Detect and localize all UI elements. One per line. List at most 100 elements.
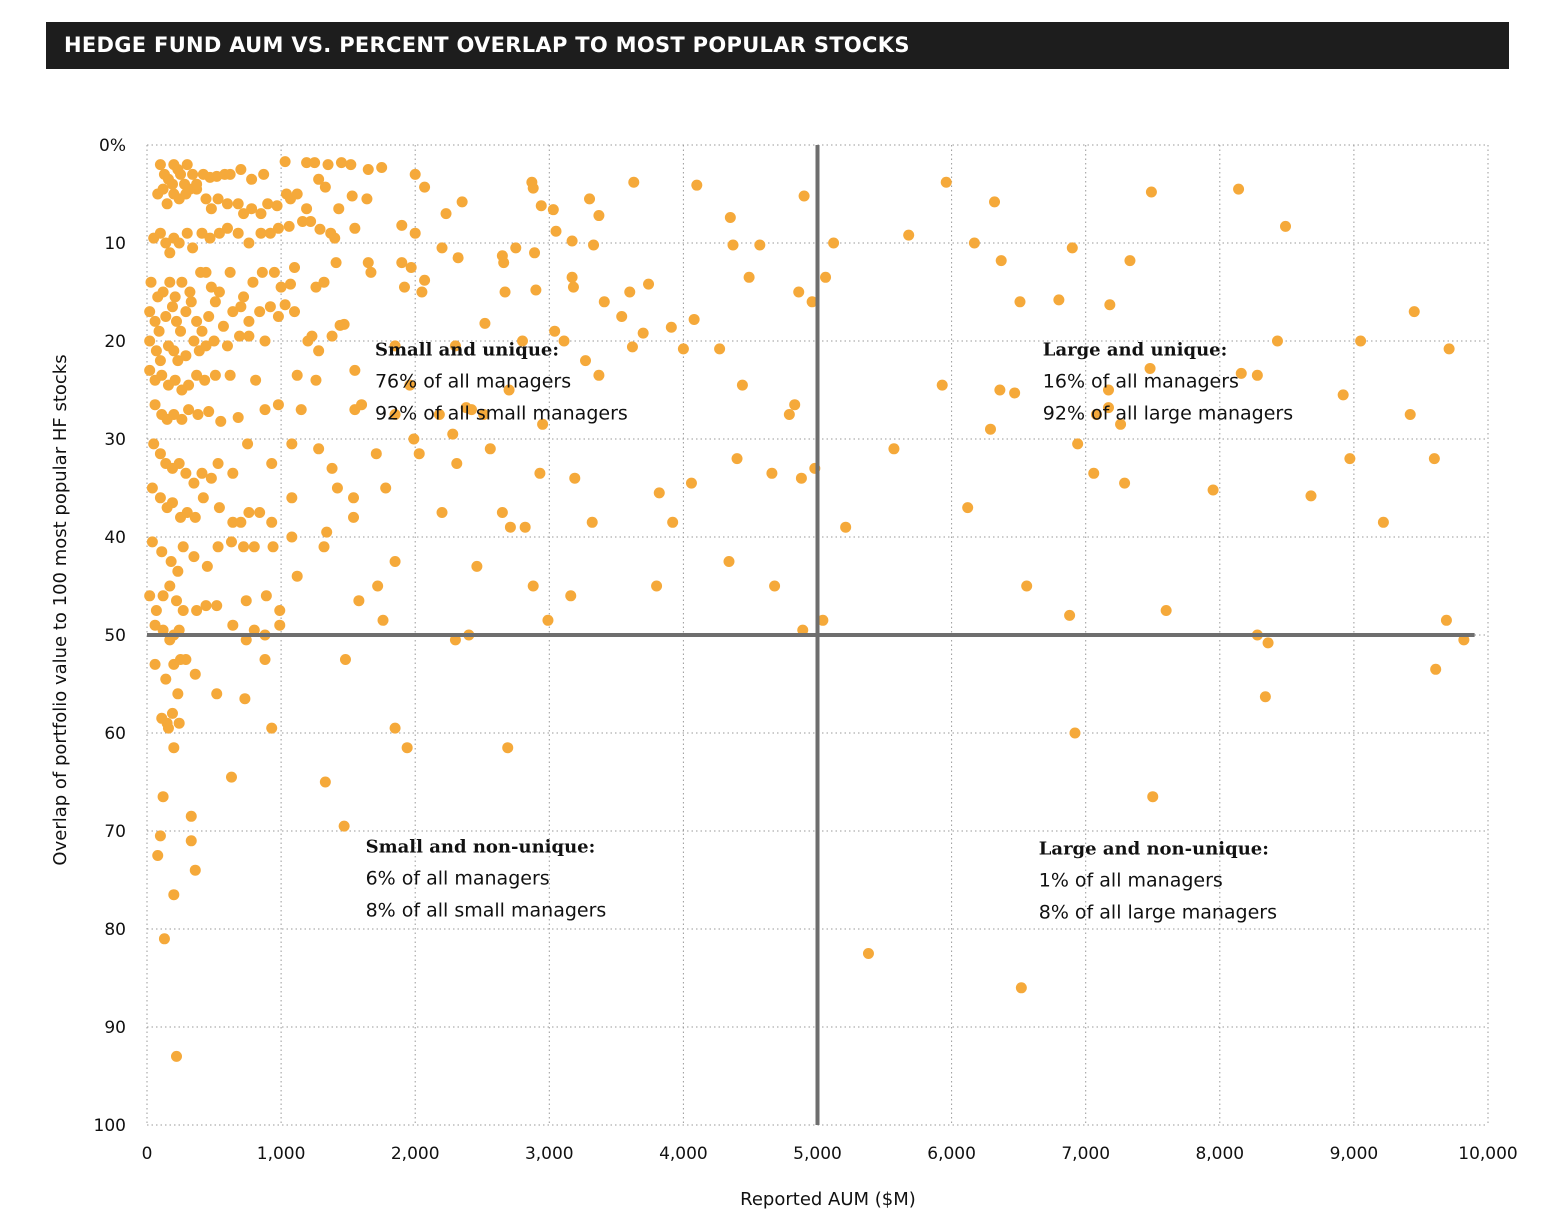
data-point	[157, 791, 169, 803]
data-point	[389, 409, 401, 420]
data-point	[1440, 614, 1452, 626]
data-point	[484, 443, 496, 455]
data-point	[1144, 362, 1156, 374]
data-point	[286, 531, 298, 543]
annotation-large-nonunique-line: 8% of all large managers	[1039, 902, 1277, 924]
data-point	[319, 776, 331, 788]
data-point	[154, 355, 166, 367]
data-point	[331, 482, 343, 494]
data-point	[1280, 220, 1292, 232]
data-point	[243, 507, 255, 518]
data-point	[272, 399, 284, 411]
data-point	[289, 306, 301, 318]
data-point	[1102, 402, 1114, 414]
data-point	[984, 423, 996, 435]
data-point	[516, 335, 528, 347]
data-point	[301, 157, 313, 169]
data-point	[180, 654, 192, 665]
data-point	[723, 556, 735, 567]
data-point	[177, 541, 189, 553]
annotation-large-nonunique-heading: Large and non-unique:	[1039, 839, 1269, 860]
data-point	[389, 556, 401, 567]
data-point	[149, 658, 161, 670]
data-point	[301, 203, 313, 215]
data-point	[1305, 490, 1317, 502]
data-point	[527, 182, 539, 194]
data-point	[154, 227, 166, 239]
data-point	[172, 355, 184, 367]
data-point	[447, 428, 459, 440]
data-point	[183, 404, 195, 416]
data-point	[171, 1050, 183, 1062]
data-point	[346, 190, 358, 202]
data-point	[189, 864, 201, 876]
annotation-large-unique-line: 16% of all managers	[1043, 371, 1239, 393]
data-point	[205, 472, 217, 484]
data-point	[200, 600, 212, 612]
data-point	[349, 222, 361, 234]
data-point	[266, 458, 278, 469]
data-point	[272, 311, 284, 322]
data-point	[326, 462, 338, 474]
data-point	[212, 541, 224, 553]
data-point	[504, 521, 516, 533]
data-point	[736, 379, 748, 391]
data-point	[185, 810, 197, 822]
data-point	[968, 237, 980, 249]
data-point	[279, 299, 291, 311]
data-point	[566, 235, 578, 247]
data-point	[211, 688, 223, 700]
data-point	[496, 507, 508, 518]
data-point	[224, 266, 236, 278]
data-point	[162, 722, 174, 734]
data-point	[840, 521, 852, 533]
data-point	[547, 204, 559, 216]
data-point	[203, 311, 215, 322]
data-point	[460, 402, 472, 414]
data-point	[389, 340, 401, 352]
data-point	[264, 227, 276, 239]
data-point	[146, 536, 158, 548]
data-point	[365, 266, 377, 278]
data-point	[530, 284, 542, 296]
data-point	[1160, 605, 1172, 616]
data-point	[499, 286, 511, 298]
data-point	[376, 162, 388, 174]
data-point	[584, 193, 596, 205]
data-point	[409, 227, 421, 239]
data-point	[154, 448, 166, 460]
data-point	[558, 335, 570, 347]
data-point	[498, 257, 510, 269]
annotation-large-unique-line: 92% of all large managers	[1043, 403, 1293, 425]
data-point	[419, 274, 431, 286]
data-point	[242, 438, 254, 450]
data-point	[150, 605, 162, 616]
data-point	[535, 200, 547, 212]
data-point	[196, 467, 208, 479]
data-point	[550, 225, 562, 237]
data-point	[168, 345, 180, 357]
data-point	[240, 595, 252, 607]
data-point	[227, 516, 239, 528]
data-point	[213, 286, 225, 298]
data-point	[401, 742, 413, 754]
data-point	[349, 364, 361, 376]
data-point	[161, 198, 173, 210]
data-point	[1053, 294, 1065, 306]
x-tick-label: 7,000	[1061, 1144, 1110, 1164]
x-tick-label: 4,000	[659, 1144, 708, 1164]
data-point	[275, 281, 287, 293]
data-point	[396, 219, 408, 231]
data-point	[180, 306, 192, 318]
data-point	[405, 262, 417, 273]
x-tick-label: 2,000	[391, 1144, 440, 1164]
annotation-small-nonunique-line: 6% of all managers	[366, 868, 550, 890]
data-point	[227, 619, 239, 631]
data-point	[534, 467, 546, 479]
x-tick-label: 9,000	[1330, 1144, 1379, 1164]
data-point	[255, 227, 267, 239]
data-point	[588, 239, 600, 251]
data-point	[1251, 369, 1263, 381]
data-point	[626, 341, 638, 353]
data-point	[180, 467, 192, 479]
